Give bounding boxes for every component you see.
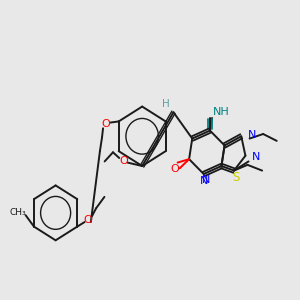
Text: H: H [162, 99, 170, 109]
Text: N: N [252, 152, 260, 162]
Text: N: N [202, 175, 210, 185]
Text: O: O [170, 164, 179, 174]
Text: O: O [102, 119, 111, 129]
Text: NH: NH [213, 107, 230, 117]
Text: S: S [232, 171, 240, 184]
Text: N: N [248, 130, 256, 140]
Text: N: N [200, 176, 208, 186]
Text: CH₃: CH₃ [10, 208, 27, 217]
Text: O: O [83, 215, 92, 225]
Text: O: O [119, 156, 128, 167]
